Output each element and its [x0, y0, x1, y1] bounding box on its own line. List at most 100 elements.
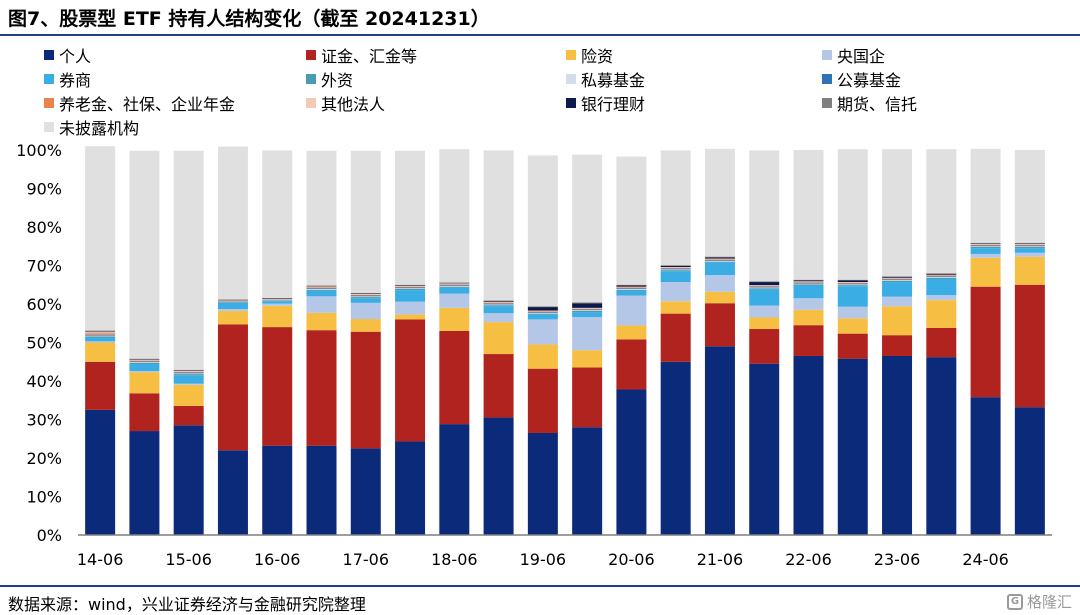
bar-segment: [705, 292, 735, 304]
bar-segment: [572, 155, 602, 303]
x-tick-label: 21-06: [697, 550, 744, 569]
bar-segment: [661, 301, 691, 313]
bar-segment: [926, 295, 956, 300]
bar-segment: [484, 302, 514, 303]
bar-segment: [307, 446, 337, 535]
bar-segment: [705, 260, 735, 261]
bar-segment: [1015, 253, 1045, 257]
bar-segment: [971, 245, 1001, 246]
bar-segment: [661, 270, 691, 271]
bar-segment: [882, 279, 912, 280]
bar-segment: [794, 298, 824, 310]
bar-segment: [174, 370, 204, 371]
bar-segment: [528, 311, 558, 312]
bar-segment: [705, 259, 735, 260]
bar-segment: [926, 274, 956, 275]
bar-segment: [174, 373, 204, 374]
bar-segment: [174, 373, 204, 374]
bar-segment: [882, 278, 912, 279]
bar-segment: [794, 282, 824, 283]
bar-segment: [439, 285, 469, 286]
bar-segment: [307, 289, 337, 290]
bar-segment: [1015, 244, 1045, 245]
bar-segment: [882, 279, 912, 280]
bar-segment: [794, 281, 824, 282]
bar-segment: [395, 285, 425, 286]
bar-segment: [661, 269, 691, 270]
bar-segment: [749, 285, 779, 286]
bar-segment: [439, 287, 469, 288]
bar-segment: [661, 150, 691, 265]
bar-segment: [484, 418, 514, 535]
x-tick-label: 24-06: [962, 550, 1009, 569]
bar-segment: [528, 319, 558, 344]
bar-segment: [838, 307, 868, 319]
bar-segment: [262, 301, 292, 303]
bar-segment: [971, 246, 1001, 247]
bar-segment: [439, 331, 469, 424]
bar-segment: [572, 312, 602, 317]
bar-segment: [85, 335, 115, 336]
bar-segment: [838, 285, 868, 286]
bar-segment: [129, 393, 159, 431]
bar-segment: [307, 313, 337, 330]
bar-segment: [661, 266, 691, 267]
bar-segment: [439, 282, 469, 283]
bar-segment: [838, 286, 868, 306]
bar-segment: [351, 151, 381, 293]
watermark-logo-icon: G: [1007, 594, 1023, 610]
y-tick-label: 20%: [26, 449, 62, 468]
bar-segment: [661, 267, 691, 268]
x-tick-label: 19-06: [520, 550, 567, 569]
bar-segment: [705, 261, 735, 262]
bar-segment: [572, 317, 602, 350]
bar-segment: [616, 157, 646, 285]
y-tick-label: 40%: [26, 372, 62, 391]
x-tick-label: 23-06: [874, 550, 921, 569]
bar-segment: [218, 309, 248, 311]
bar-segment: [838, 359, 868, 535]
bar-segment: [174, 384, 204, 385]
y-tick-label: 80%: [26, 218, 62, 237]
bar-segment: [307, 287, 337, 288]
bar-segment: [484, 322, 514, 354]
bar-segment: [351, 297, 381, 298]
bar-segment: [85, 341, 115, 342]
bar-segment: [484, 304, 514, 305]
bar-segment: [971, 243, 1001, 244]
y-tick-label: 0%: [37, 526, 62, 545]
bar-segment: [971, 258, 1001, 287]
bar-segment: [218, 324, 248, 450]
bar-segment: [616, 288, 646, 289]
x-tick-label: 15-06: [165, 550, 212, 569]
bar-segment: [794, 284, 824, 285]
bar-segment: [218, 299, 248, 300]
bar-segment: [794, 325, 824, 356]
bar-segment: [572, 308, 602, 309]
bar-segment: [307, 290, 337, 291]
watermark-text: 格隆汇: [1027, 591, 1072, 612]
bar-segment: [85, 336, 115, 337]
x-tick-label: 22-06: [785, 550, 832, 569]
bar-segment: [749, 306, 779, 318]
bar-segment: [218, 450, 248, 535]
bar-segment: [1015, 248, 1045, 253]
bar-segment: [616, 339, 646, 389]
bar-segment: [971, 244, 1001, 245]
bar-segment: [926, 279, 956, 295]
bar-segment: [439, 286, 469, 287]
bar-segment: [395, 302, 425, 315]
bar-segment: [838, 280, 868, 281]
bar-segment: [129, 361, 159, 362]
bar-segment: [174, 425, 204, 535]
bar-segment: [129, 371, 159, 372]
bar-segment: [174, 406, 204, 425]
bar-segment: [85, 146, 115, 330]
bar-segment: [85, 338, 115, 342]
bar-segment: [838, 283, 868, 284]
bar-segment: [1015, 150, 1045, 243]
bar-segment: [616, 287, 646, 288]
bar-segment: [926, 357, 956, 535]
bar-segment: [262, 327, 292, 446]
bar-segment: [351, 294, 381, 295]
